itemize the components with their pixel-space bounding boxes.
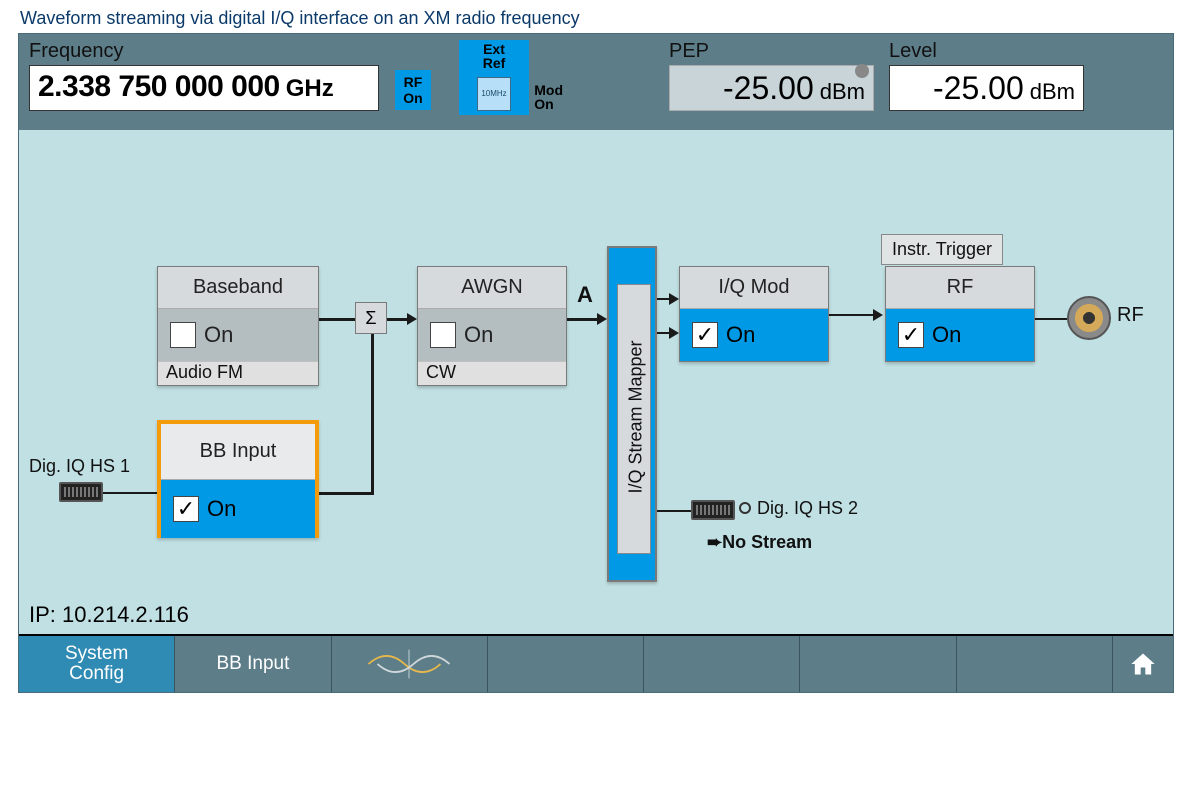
iq-mod-on-label: On — [726, 322, 755, 348]
awgn-block[interactable]: AWGN On CW — [417, 266, 567, 386]
rf-on-label: On — [932, 322, 961, 348]
bb-input-checkbox[interactable]: ✓ — [173, 496, 199, 522]
bottom-toolbar: SystemConfig BB Input — [19, 634, 1173, 692]
summation-node[interactable]: Σ — [355, 302, 387, 334]
frequency-label: Frequency — [29, 40, 381, 63]
awgn-on-label: On — [464, 322, 493, 348]
pep-unit: dBm — [820, 79, 865, 105]
baseband-footer: Audio FM — [158, 361, 318, 387]
figure-caption: Waveform streaming via digital I/Q inter… — [0, 0, 1200, 33]
signal-flow-diagram: Baseband On Audio FM BB Input ✓ On Σ AWG… — [19, 130, 1173, 610]
home-button[interactable] — [1113, 636, 1173, 692]
bb-input-button[interactable]: BB Input — [175, 636, 331, 692]
ip-address: IP: 10.214.2.116 — [29, 602, 189, 628]
level-label: Level — [889, 40, 1084, 63]
frequency-unit: GHz — [286, 75, 334, 103]
awgn-checkbox[interactable] — [430, 322, 456, 348]
toolbar-slot-7[interactable] — [957, 636, 1113, 692]
mapper-label: I/Q Stream Mapper — [626, 344, 647, 494]
pep-value: -25.00 — [723, 70, 814, 107]
rf-on-indicator[interactable]: RF On — [395, 70, 431, 110]
bb-input-on-label: On — [207, 496, 236, 522]
rf-connector-icon — [1067, 296, 1111, 340]
awgn-title: AWGN — [418, 267, 566, 309]
ext-ref-indicator[interactable]: ExtRef 10MHz ModOn — [459, 40, 529, 115]
baseband-title: Baseband — [158, 267, 318, 309]
awgn-footer: CW — [418, 361, 566, 387]
rf-checkbox[interactable]: ✓ — [898, 322, 924, 348]
path-a-label: A — [577, 282, 593, 308]
frequency-value: 2.338 750 000 000 — [38, 70, 280, 104]
level-unit: dBm — [1030, 79, 1075, 105]
top-status-bar: Frequency 2.338 750 000 000 GHz RF On Ex… — [19, 34, 1173, 130]
dig-iq-hs1-label: Dig. IQ HS 1 — [29, 456, 130, 477]
dig-iq-hs1-port-icon — [59, 482, 103, 502]
home-icon — [1129, 650, 1157, 678]
dig-iq-hs2-label: Dig. IQ HS 2 — [757, 498, 858, 519]
frequency-field[interactable]: 2.338 750 000 000 GHz — [29, 65, 379, 111]
rf-block[interactable]: RF ✓ On — [885, 266, 1035, 362]
no-stream-label: ➨No Stream — [707, 532, 812, 553]
rf-port-label: RF — [1117, 304, 1144, 327]
baseband-checkbox[interactable] — [170, 322, 196, 348]
toolbar-slot-5[interactable] — [644, 636, 800, 692]
pep-field[interactable]: -25.00 dBm — [669, 65, 874, 111]
level-value: -25.00 — [933, 70, 1024, 107]
pep-label: PEP — [669, 40, 869, 63]
toolbar-slot-4[interactable] — [488, 636, 644, 692]
iq-stream-mapper[interactable]: I/Q Stream Mapper — [607, 246, 657, 582]
baseband-on-label: On — [204, 322, 233, 348]
waveform-icon — [364, 644, 454, 684]
warning-icon — [855, 64, 869, 78]
baseband-block[interactable]: Baseband On Audio FM — [157, 266, 319, 386]
instrument-panel: Frequency 2.338 750 000 000 GHz RF On Ex… — [18, 33, 1174, 693]
bb-input-block[interactable]: BB Input ✓ On — [157, 420, 319, 538]
level-field[interactable]: -25.00 dBm — [889, 65, 1084, 111]
rf-title: RF — [886, 267, 1034, 309]
ref-clock-icon: 10MHz — [477, 77, 511, 111]
waveform-button[interactable] — [332, 636, 488, 692]
toolbar-slot-6[interactable] — [800, 636, 956, 692]
system-config-button[interactable]: SystemConfig — [19, 636, 175, 692]
iq-mod-block[interactable]: I/Q Mod ✓ On — [679, 266, 829, 362]
bb-input-title: BB Input — [161, 424, 315, 480]
dig-iq-hs2-port-icon — [691, 500, 735, 520]
iq-mod-title: I/Q Mod — [680, 267, 828, 309]
iq-mod-checkbox[interactable]: ✓ — [692, 322, 718, 348]
instr-trigger-tag[interactable]: Instr. Trigger — [881, 234, 1003, 265]
